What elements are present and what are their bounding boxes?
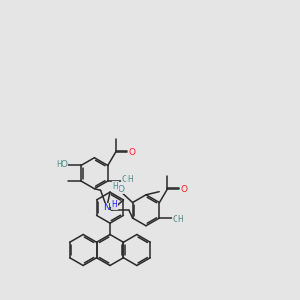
Text: O: O — [129, 148, 136, 157]
Text: H: H — [178, 214, 184, 224]
Text: O: O — [61, 160, 68, 169]
Text: O: O — [121, 176, 128, 184]
Text: N: N — [103, 203, 110, 212]
Text: O: O — [117, 185, 124, 194]
Text: O: O — [180, 185, 187, 194]
Text: H: H — [56, 160, 62, 169]
Text: H: H — [127, 176, 133, 184]
Text: H: H — [112, 200, 117, 209]
Text: O: O — [172, 214, 179, 224]
Text: H: H — [112, 182, 118, 191]
